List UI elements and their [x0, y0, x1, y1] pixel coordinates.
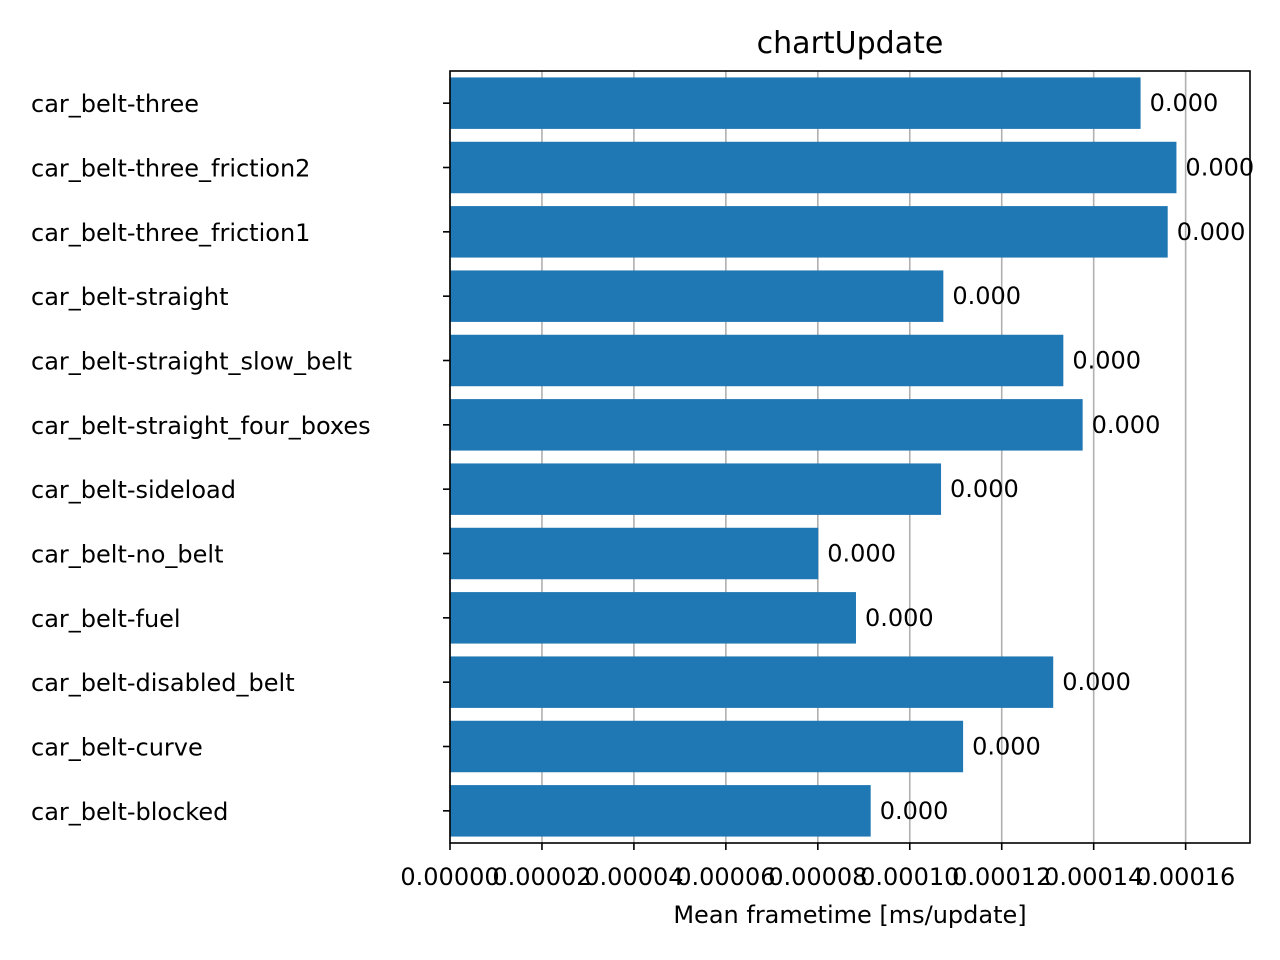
y-tick-label: car_belt-fuel [31, 605, 181, 633]
bar [450, 785, 871, 837]
y-tick-label: car_belt-disabled_belt [31, 669, 295, 697]
bar [450, 334, 1064, 387]
bar-data-label: 0.000 [1185, 154, 1254, 182]
bar-data-label: 0.000 [1177, 218, 1246, 246]
bar-data-label: 0.000 [880, 797, 949, 825]
bar-data-label: 0.000 [972, 733, 1041, 761]
bar [450, 77, 1141, 129]
plot-frame [449, 70, 1251, 844]
y-tick-label: car_belt-sideload [31, 476, 236, 504]
bar [450, 141, 1177, 194]
x-tick-label: 0.00004 [584, 863, 683, 891]
y-axis-ticks: car_belt-three car_belt-three_friction2ca… [31, 90, 450, 826]
bar [450, 720, 964, 773]
x-tick-label: 0.00006 [676, 863, 775, 891]
grid-lines [449, 71, 1187, 843]
y-tick-label: car_belt-no_belt [31, 541, 223, 569]
y-tick-label: car_belt-straight_slow_belt [31, 348, 352, 376]
chart-title: chartUpdate [757, 26, 944, 61]
x-tick-label: 0.00010 [860, 863, 959, 891]
y-tick-label: car_belt-blocked [31, 798, 228, 826]
bar-data-label: 0.000 [952, 282, 1021, 310]
bar [450, 399, 1083, 451]
bar-data-label: 0.000 [865, 604, 934, 632]
x-tick-label: 0.00016 [1136, 863, 1235, 891]
bars [450, 77, 1177, 837]
bar [450, 463, 942, 515]
x-tick-label: 0.00012 [952, 863, 1051, 891]
bar-data-label: 0.000 [1092, 411, 1161, 439]
y-tick-label: car_belt-three_friction1 [31, 219, 310, 247]
bar [450, 592, 856, 644]
x-axis-label: Mean frametime [ms/update] [673, 901, 1026, 929]
x-tick-label: 0.00002 [492, 863, 591, 891]
y-tick-label: car_belt-three_friction2 [31, 155, 310, 183]
bar-data-label: 0.000 [1062, 668, 1131, 696]
y-tick-label: car_belt-straight_four_boxes [31, 412, 371, 440]
bar [450, 527, 819, 580]
y-tick-label: car_belt-curve [31, 734, 203, 762]
bar-data-label: 0.000 [950, 475, 1019, 503]
bar-data-label: 0.000 [1150, 89, 1219, 117]
data-labels: 0.000 0.000 0.000 0.000 0.000 0.000 0.000 0.000… [827, 89, 1254, 825]
x-axis-ticks: 0.000000.000020.000040.000060.000080.000… [400, 843, 1235, 891]
y-tick-label: car_belt-straight [31, 283, 229, 311]
bar-data-label: 0.000 [1072, 347, 1141, 375]
bar [450, 206, 1168, 258]
bar-data-label: 0.000 [827, 540, 896, 568]
x-tick-label: 0.00014 [1044, 863, 1143, 891]
x-tick-label: 0.00000 [400, 863, 499, 891]
y-tick-label: car_belt-three [31, 90, 199, 118]
bar [450, 270, 944, 322]
x-tick-label: 0.00008 [768, 863, 867, 891]
bar [450, 656, 1054, 708]
